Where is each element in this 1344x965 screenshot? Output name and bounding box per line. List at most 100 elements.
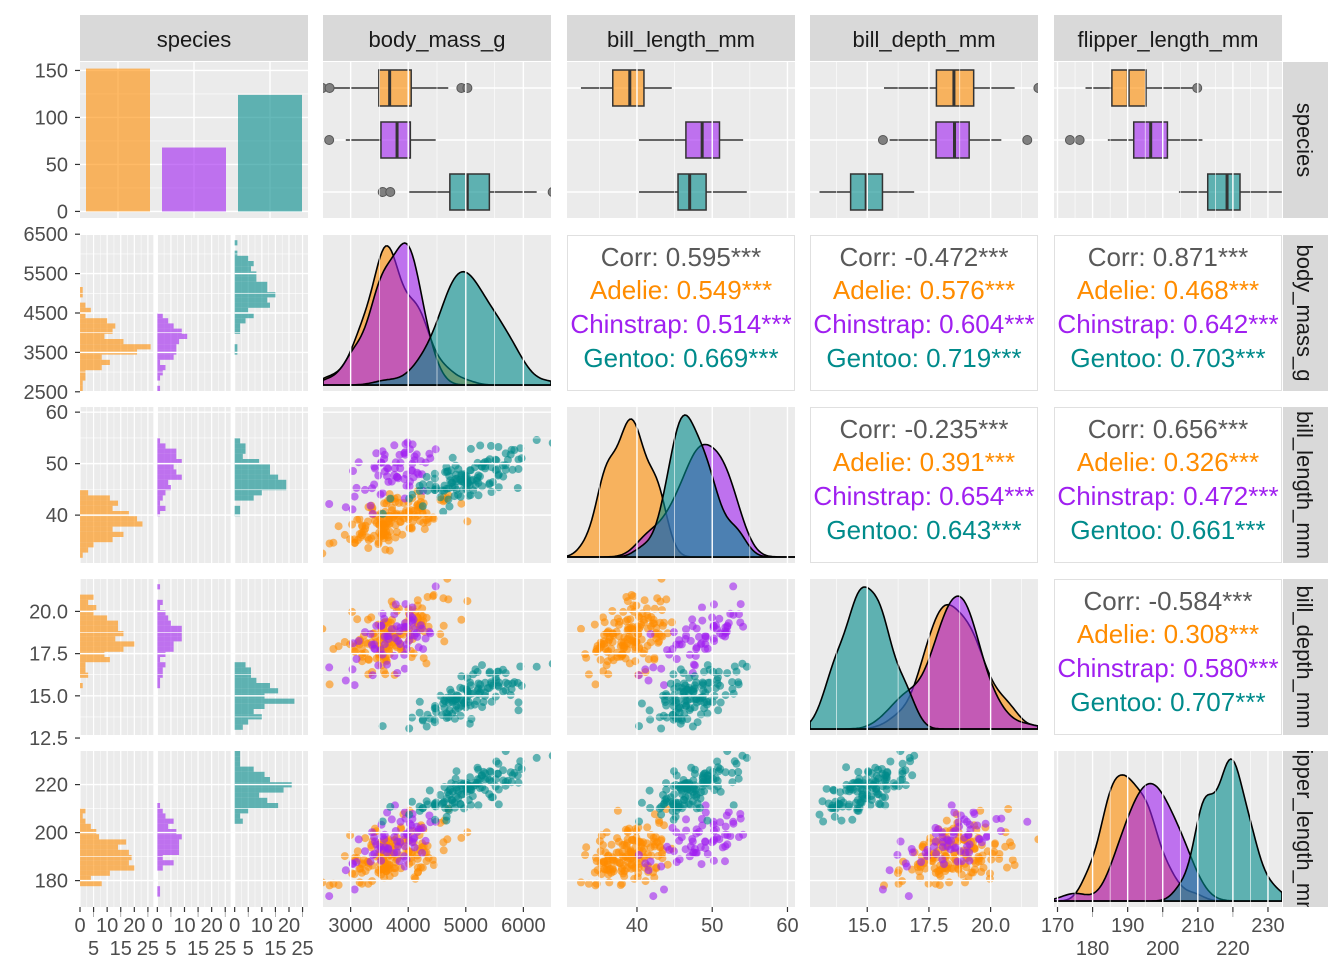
point-adelie (653, 594, 662, 603)
point-gentoo (853, 806, 862, 815)
point-chinstrap (368, 509, 377, 518)
point-chinstrap (390, 610, 399, 619)
x-tick-label: 15 (187, 938, 209, 960)
point-chinstrap (354, 835, 363, 844)
point-gentoo (431, 486, 440, 494)
point-chinstrap (947, 801, 956, 810)
x-tick-label: 10 (96, 915, 118, 937)
point-gentoo (732, 667, 741, 676)
point-gentoo (466, 466, 475, 475)
corr-gentoo: Gentoo: 0.643*** (826, 515, 1021, 545)
box-chinstrap (935, 121, 970, 159)
point-adelie (457, 499, 466, 508)
point-adelie (607, 840, 616, 849)
histogram-bar-adelie (80, 599, 89, 605)
point-adelie (350, 647, 359, 656)
point-gentoo (690, 769, 699, 778)
panel-background (567, 235, 795, 391)
histogram-bar-chinstrap (157, 333, 188, 339)
point-chinstrap (371, 837, 379, 846)
point-chinstrap (983, 832, 992, 840)
point-chinstrap (736, 600, 745, 609)
strip-right-label-group: bill_length_mm (1292, 411, 1317, 559)
point-gentoo (408, 713, 416, 722)
point-chinstrap (996, 827, 1005, 835)
point-chinstrap (946, 845, 955, 854)
point-adelie (418, 509, 427, 518)
point-gentoo (516, 757, 525, 766)
histogram-bar-chinstrap (157, 505, 166, 511)
point-gentoo (690, 695, 699, 704)
point-adelie (603, 657, 612, 666)
panel-bill_depth_mm-body_mass_g (323, 579, 551, 735)
panel-bill_length_mm-bill_length_mm (567, 407, 795, 563)
point-adelie (329, 645, 338, 653)
strip-top (323, 15, 551, 61)
panel-species-bill_depth_mm (810, 62, 1038, 218)
point-adelie (590, 620, 599, 629)
point-chinstrap (634, 850, 643, 859)
point-gentoo (514, 706, 523, 715)
histogram-bar-gentoo (234, 797, 268, 803)
histogram-bar-gentoo (234, 479, 287, 485)
x-tick-label: 20.0 (971, 915, 1010, 937)
point-gentoo (507, 685, 516, 694)
point-gentoo (445, 502, 454, 511)
point-gentoo (431, 815, 440, 824)
point-chinstrap (660, 681, 668, 690)
histogram-bar-gentoo (234, 448, 246, 454)
panel-body_mass_g-flipper_length_mm: Corr: 0.871***Adelie: 0.468*** Chinstrap:… (1054, 235, 1282, 391)
point-chinstrap (657, 862, 666, 871)
point-gentoo (425, 786, 434, 795)
point-adelie (325, 680, 334, 689)
point-adelie (618, 879, 626, 888)
histogram-bar-chinstrap (157, 339, 180, 345)
point-adelie (961, 878, 969, 887)
y-tick-label: 180 (35, 871, 68, 893)
point-chinstrap (368, 671, 377, 680)
histogram-bar-chinstrap (157, 667, 163, 673)
point-gentoo (422, 472, 431, 481)
x-tick-label: 50 (701, 915, 723, 937)
point-gentoo (474, 801, 483, 810)
point-chinstrap (966, 825, 975, 834)
x-tick-label: 10 (173, 915, 195, 937)
point-gentoo (422, 722, 431, 731)
point-adelie (894, 866, 903, 875)
point-gentoo (466, 491, 475, 500)
histogram-bar-adelie (80, 537, 113, 543)
x-tick-label: 0 (229, 915, 240, 937)
corr-gentoo: Gentoo: 0.707*** (1070, 687, 1265, 717)
point-adelie (604, 670, 613, 679)
panel-body_mass_g-bill_length_mm: Corr: 0.595***Adelie: 0.549*** Chinstrap:… (567, 235, 795, 391)
point-adelie (384, 533, 393, 542)
point-chinstrap (384, 845, 393, 854)
point-chinstrap (390, 441, 399, 450)
point-adelie (418, 612, 427, 621)
point-gentoo (657, 810, 666, 819)
point-adelie (457, 833, 466, 842)
strip-right (1283, 579, 1328, 735)
point-chinstrap (401, 600, 410, 609)
point-adelie (584, 879, 593, 888)
point-gentoo (703, 816, 712, 825)
bar-adelie (86, 68, 150, 212)
histogram-bar-chinstrap (157, 886, 161, 892)
point-chinstrap (401, 450, 410, 459)
histogram-bar-gentoo (234, 323, 241, 329)
histogram-bar-adelie (80, 287, 83, 293)
point-gentoo (660, 695, 669, 704)
point-gentoo (713, 757, 722, 766)
point-gentoo (481, 688, 490, 697)
point-adelie (323, 624, 327, 633)
point-adelie (613, 614, 622, 623)
point-chinstrap (380, 450, 389, 459)
point-chinstrap (374, 845, 383, 853)
histogram-bar-adelie (80, 490, 89, 496)
point-chinstrap (361, 847, 369, 856)
point-adelie (983, 847, 992, 856)
point-chinstrap (350, 885, 359, 894)
point-gentoo (514, 698, 523, 707)
point-gentoo (842, 763, 851, 772)
point-chinstrap (963, 817, 971, 826)
